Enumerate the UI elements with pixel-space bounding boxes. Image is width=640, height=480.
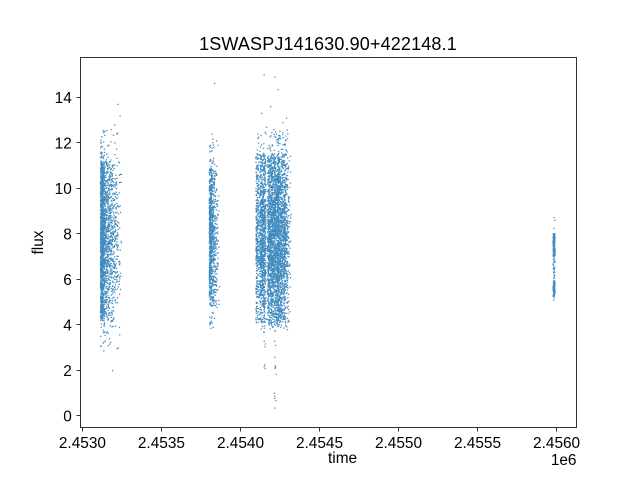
svg-text:1e6: 1e6 xyxy=(551,452,577,469)
svg-text:8: 8 xyxy=(63,226,72,243)
svg-text:time: time xyxy=(328,450,357,467)
svg-text:2: 2 xyxy=(63,363,72,380)
svg-text:2.4535: 2.4535 xyxy=(138,435,185,452)
svg-text:6: 6 xyxy=(63,272,72,289)
svg-text:14: 14 xyxy=(55,90,73,107)
svg-text:4: 4 xyxy=(63,317,72,334)
svg-text:2.4560: 2.4560 xyxy=(533,435,580,452)
svg-text:2.4550: 2.4550 xyxy=(375,435,422,452)
svg-text:2.4555: 2.4555 xyxy=(454,435,501,452)
svg-text:10: 10 xyxy=(55,181,72,198)
svg-text:0: 0 xyxy=(63,408,72,425)
svg-text:2.4530: 2.4530 xyxy=(59,435,106,452)
svg-text:2.4540: 2.4540 xyxy=(217,435,264,452)
svg-text:flux: flux xyxy=(30,230,47,254)
svg-text:12: 12 xyxy=(55,135,72,152)
svg-text:2.4545: 2.4545 xyxy=(296,435,343,452)
svg-text:1SWASPJ141630.90+422148.1: 1SWASPJ141630.90+422148.1 xyxy=(199,34,457,54)
